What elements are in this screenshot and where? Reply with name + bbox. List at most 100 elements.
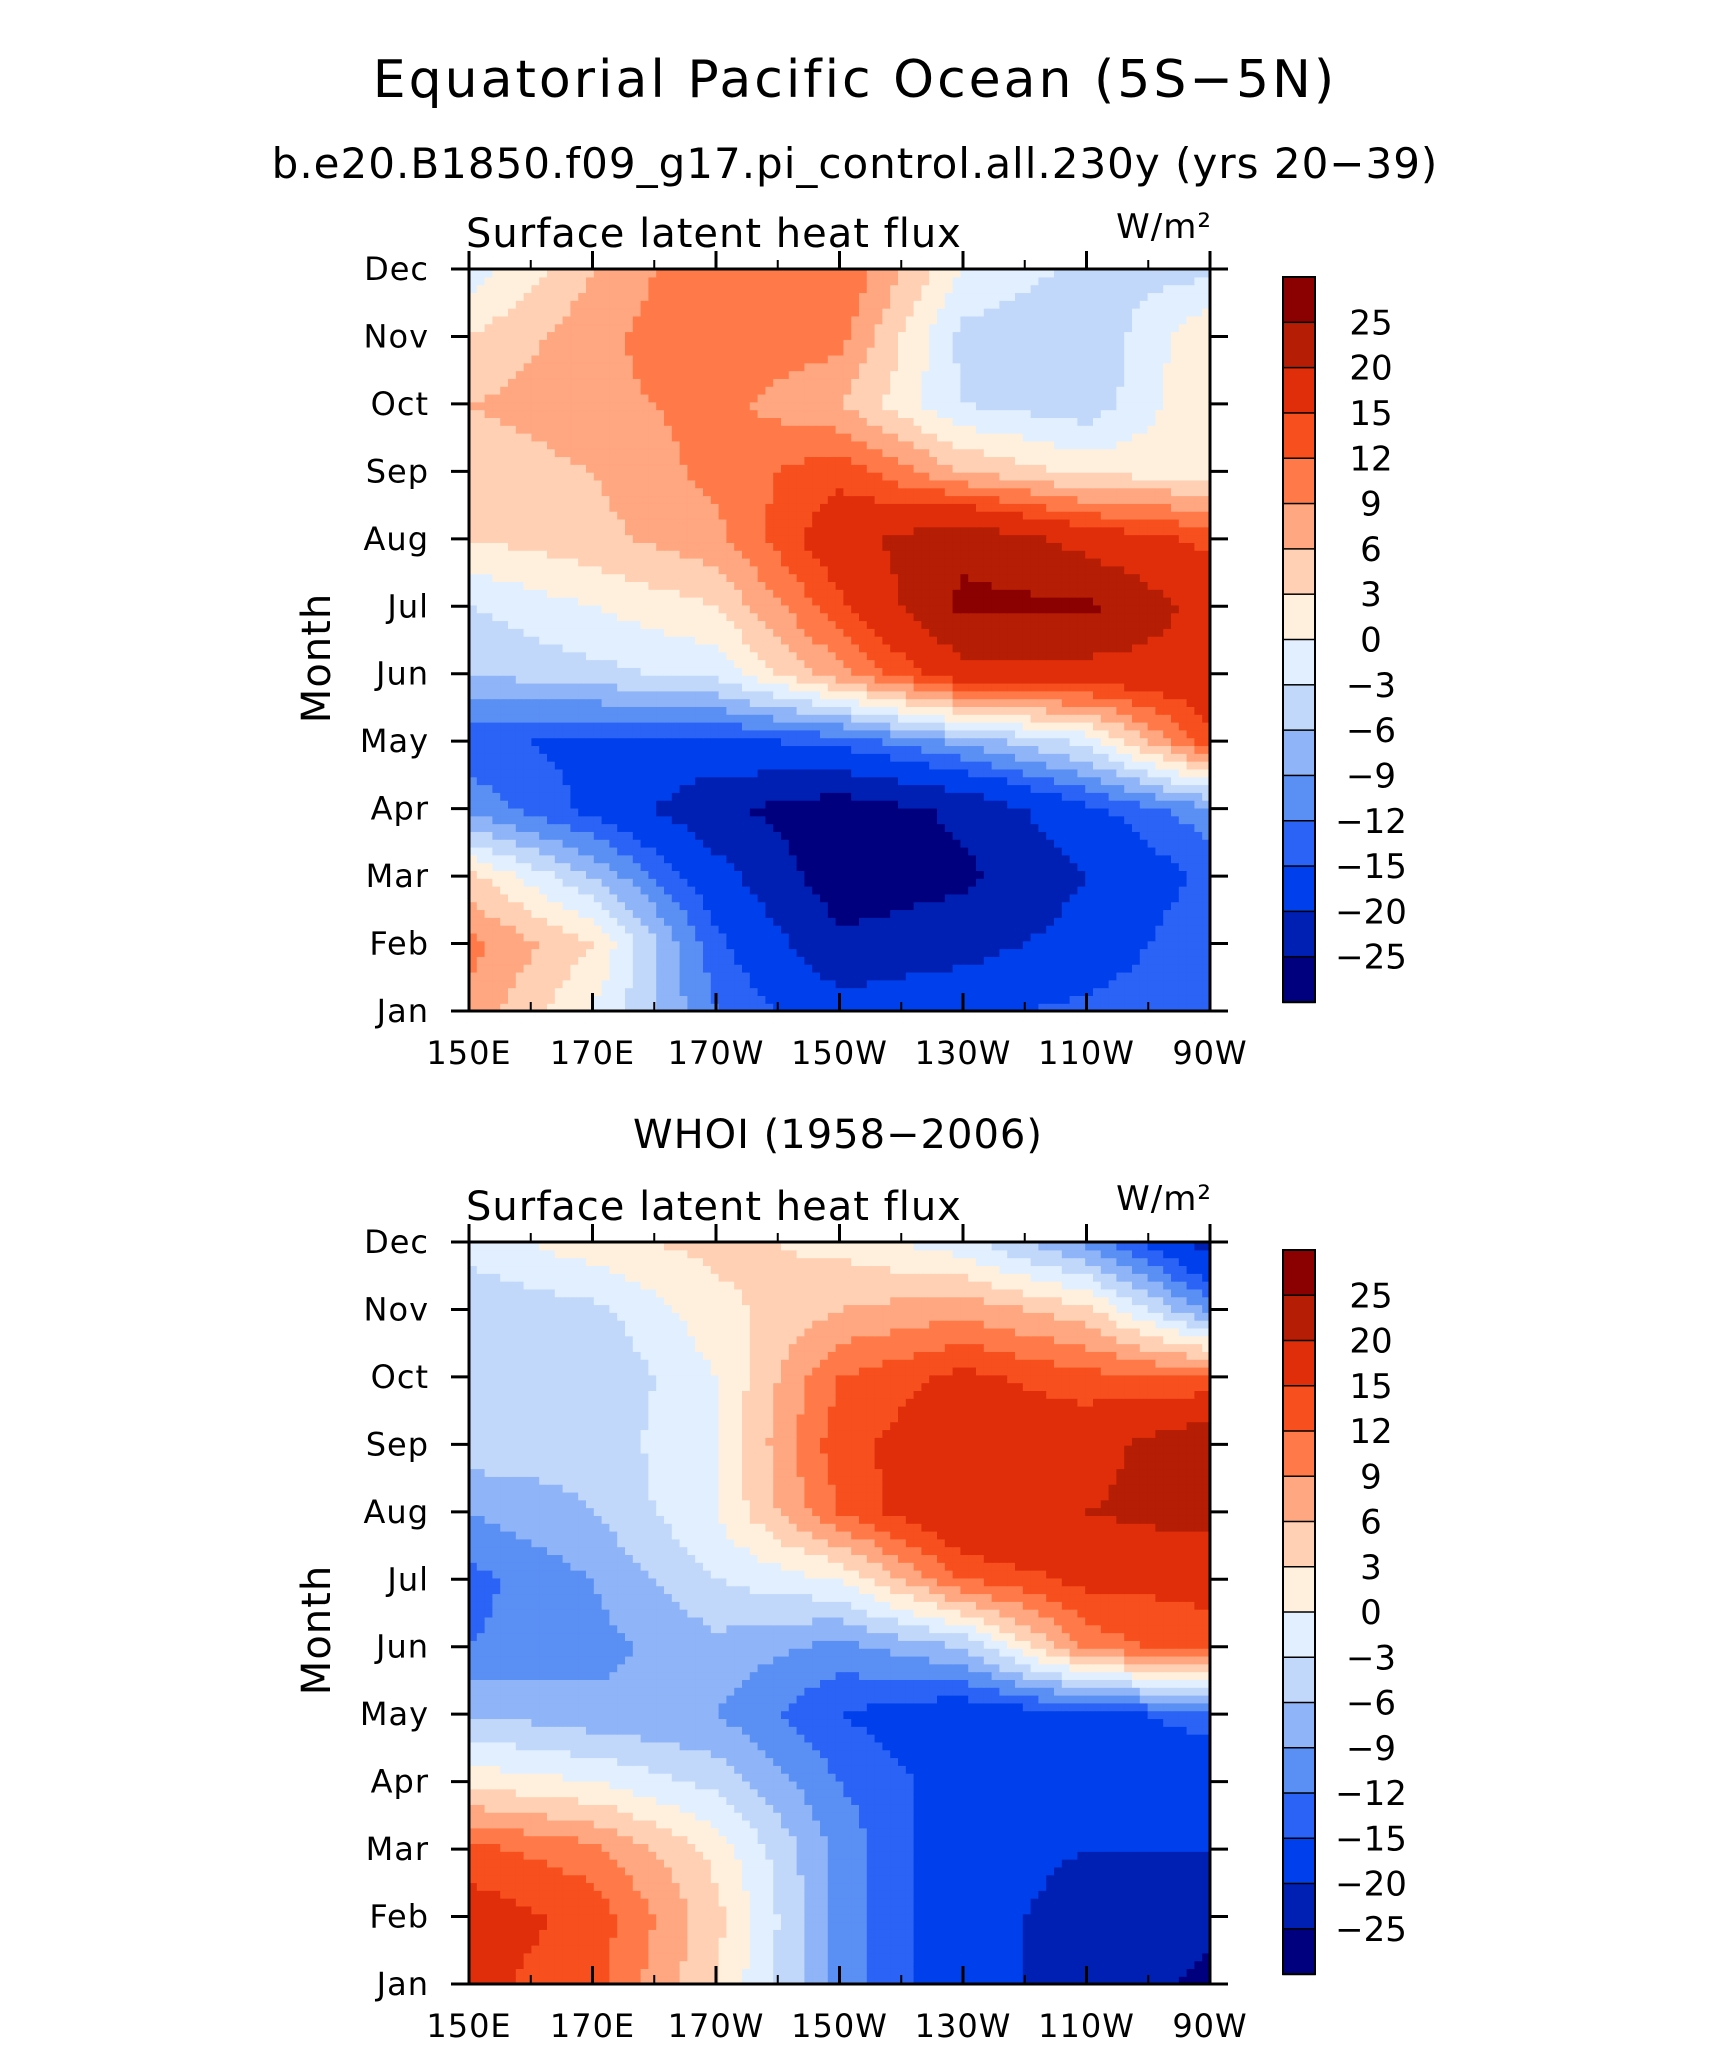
heatmap-cell bbox=[999, 784, 1008, 793]
heatmap-cell bbox=[695, 604, 704, 614]
heatmap-cell bbox=[703, 737, 712, 747]
heatmap-cell bbox=[898, 917, 907, 926]
heatmap-cell bbox=[968, 964, 977, 973]
heatmap-cell bbox=[781, 886, 790, 895]
heatmap-cell bbox=[547, 768, 556, 778]
heatmap-cell bbox=[788, 597, 798, 606]
heatmap-cell bbox=[726, 628, 735, 637]
heatmap-cell bbox=[952, 714, 961, 723]
heatmap-cell bbox=[476, 862, 486, 872]
heatmap-cell bbox=[1085, 753, 1094, 762]
heatmap-cell bbox=[625, 706, 634, 715]
heatmap-cell bbox=[554, 636, 564, 645]
heatmap-cell bbox=[991, 800, 1000, 809]
heatmap-cell bbox=[1100, 932, 1110, 942]
heatmap-cell bbox=[656, 682, 665, 692]
heatmap-cell bbox=[929, 753, 938, 762]
heatmap-cell bbox=[476, 698, 486, 707]
heatmap-cell bbox=[976, 925, 985, 934]
heatmap-cell bbox=[1194, 979, 1203, 989]
heatmap-cell bbox=[734, 667, 743, 676]
heatmap-cell bbox=[1108, 995, 1117, 1004]
heatmap-cell bbox=[944, 651, 954, 661]
heatmap-cell bbox=[695, 745, 704, 754]
heatmap-cell bbox=[492, 675, 501, 684]
heatmap-cell bbox=[492, 987, 501, 996]
heatmap-cell bbox=[734, 878, 743, 887]
heatmap-cell bbox=[523, 807, 532, 817]
heatmap-cell bbox=[999, 667, 1008, 676]
heatmap-cell bbox=[703, 745, 712, 754]
heatmap-cell bbox=[773, 846, 782, 856]
heatmap-cell bbox=[664, 870, 673, 879]
heatmap-cell bbox=[1132, 761, 1141, 770]
heatmap-cell bbox=[968, 682, 977, 692]
heatmap-cell bbox=[1116, 659, 1125, 668]
heatmap-cell bbox=[640, 925, 649, 934]
heatmap-cell bbox=[671, 620, 681, 629]
heatmap-cell bbox=[1178, 745, 1188, 754]
heatmap-cell bbox=[1077, 643, 1086, 653]
heatmap-cell bbox=[664, 964, 673, 973]
heatmap-cell bbox=[515, 925, 525, 934]
heatmap-cell bbox=[1046, 870, 1055, 879]
heatmap-cell bbox=[913, 776, 922, 786]
heatmap-cell bbox=[1108, 706, 1117, 715]
heatmap-cell bbox=[578, 722, 587, 731]
heatmap-cell bbox=[866, 823, 876, 832]
heatmap-cell bbox=[695, 878, 704, 887]
heatmap-cell bbox=[531, 737, 540, 747]
heatmap-cell bbox=[913, 893, 922, 903]
heatmap-cell bbox=[1155, 620, 1164, 629]
heatmap-cell bbox=[1077, 667, 1086, 676]
heatmap-cell bbox=[710, 815, 720, 825]
heatmap-cell bbox=[866, 612, 876, 622]
heatmap-cell bbox=[601, 768, 610, 778]
heatmap-cell bbox=[921, 628, 930, 637]
heatmap-cell bbox=[547, 675, 556, 684]
heatmap-cell bbox=[859, 1003, 868, 1012]
heatmap-cell bbox=[640, 886, 649, 895]
heatmap-cell bbox=[929, 964, 938, 973]
heatmap-cell bbox=[820, 909, 829, 918]
heatmap-cell bbox=[944, 800, 954, 809]
heatmap-cell bbox=[1178, 956, 1188, 965]
heatmap-cell bbox=[874, 979, 883, 989]
heatmap-cell bbox=[578, 659, 587, 668]
heatmap-cell bbox=[1022, 807, 1032, 817]
heatmap-cell bbox=[601, 932, 610, 942]
heatmap-cell bbox=[718, 597, 727, 606]
heatmap-cell bbox=[515, 987, 525, 996]
heatmap-cell bbox=[749, 706, 759, 715]
heatmap-cell bbox=[1124, 995, 1133, 1004]
heatmap-cell bbox=[874, 698, 883, 707]
heatmap-cell bbox=[788, 893, 798, 903]
heatmap-cell bbox=[937, 776, 946, 786]
heatmap-cell bbox=[570, 753, 579, 762]
heatmap-cell bbox=[570, 706, 579, 715]
heatmap-cell bbox=[929, 651, 938, 661]
heatmap-cell bbox=[632, 753, 642, 762]
heatmap-cell bbox=[749, 893, 759, 903]
heatmap-cell bbox=[640, 792, 649, 801]
heatmap-cell bbox=[929, 761, 938, 770]
heatmap-cell bbox=[1171, 940, 1180, 950]
heatmap-cell bbox=[1061, 909, 1071, 918]
heatmap-cell bbox=[1155, 807, 1164, 817]
heatmap-cell bbox=[843, 854, 852, 864]
heatmap-cell bbox=[1007, 800, 1016, 809]
heatmap-cell bbox=[1108, 823, 1117, 832]
heatmap-cell bbox=[1171, 1003, 1180, 1012]
heatmap-cell bbox=[570, 854, 579, 864]
heatmap-cell bbox=[1022, 964, 1032, 973]
heatmap-cell bbox=[742, 690, 751, 700]
heatmap-cell bbox=[671, 823, 681, 832]
heatmap-cell bbox=[1155, 948, 1164, 957]
heatmap-cell bbox=[812, 854, 821, 864]
heatmap-cell bbox=[820, 964, 829, 973]
heatmap-cell bbox=[968, 737, 977, 747]
heatmap-cell bbox=[742, 737, 751, 747]
heatmap-cell bbox=[679, 878, 688, 887]
heatmap-cell bbox=[1038, 800, 1047, 809]
heatmap-cell bbox=[991, 995, 1000, 1004]
